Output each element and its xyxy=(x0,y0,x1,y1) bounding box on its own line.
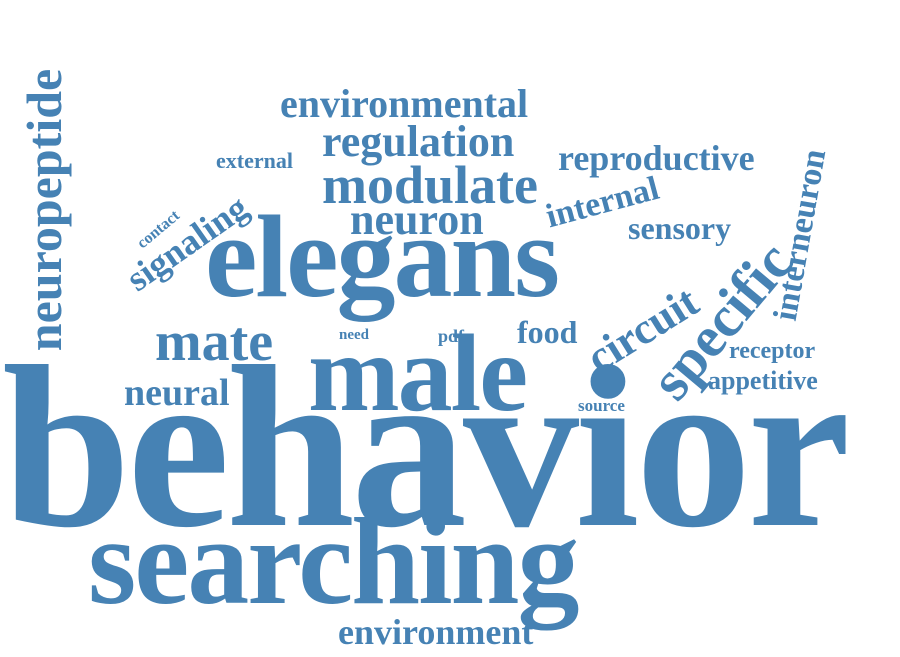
word-food: food xyxy=(517,314,578,350)
word-reproductive: reproductive xyxy=(558,138,755,178)
word-environmental: environmental xyxy=(280,81,529,126)
word-searching: searching xyxy=(88,493,580,630)
word-source: source xyxy=(578,396,625,415)
word-pdfr: pdfr xyxy=(438,326,473,346)
word-need: need xyxy=(339,327,369,343)
word-regulation: regulation xyxy=(322,117,515,166)
word-neuron: neuron xyxy=(350,195,484,244)
word-mate: mate xyxy=(155,311,274,373)
word-receptor: receptor xyxy=(729,338,816,364)
word-neuropeptide: neuropeptide xyxy=(16,68,73,352)
word-environment: environment xyxy=(338,612,534,652)
word-male: male xyxy=(308,312,528,434)
word-external: external xyxy=(216,148,293,173)
word-sensory: sensory xyxy=(628,210,732,246)
word-appetitive: appetitive xyxy=(708,366,818,395)
word-elegans: elegans xyxy=(205,191,560,322)
word-neural: neural xyxy=(124,372,230,414)
word-behavior: behavior xyxy=(2,319,850,576)
word-interneuron: interneuron xyxy=(766,146,834,324)
word-modulate: modulate xyxy=(322,155,538,215)
